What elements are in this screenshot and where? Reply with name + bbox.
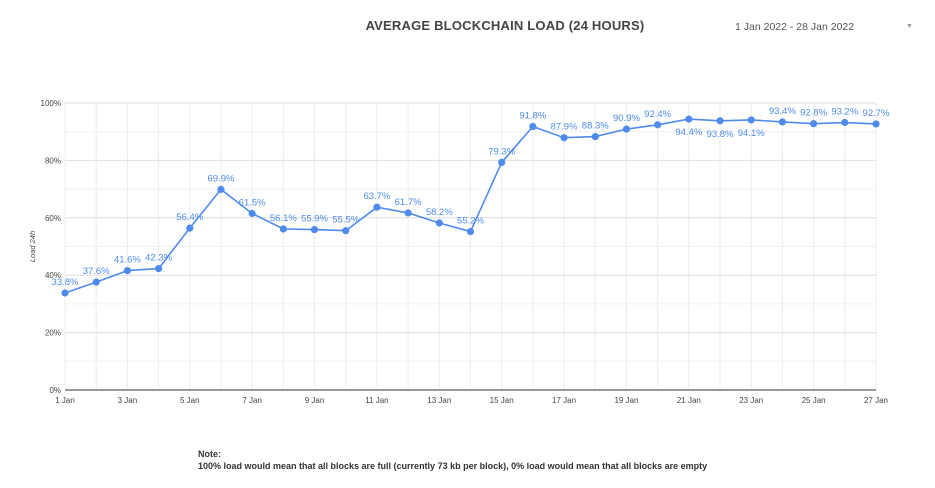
data-label: 41.6% xyxy=(114,255,141,266)
data-point xyxy=(872,120,880,128)
y-tick-label: 60% xyxy=(45,214,61,223)
x-tick-label: 15 Jan xyxy=(490,396,514,405)
data-label: 42.3% xyxy=(145,253,172,264)
data-point xyxy=(279,225,287,233)
data-point xyxy=(435,219,443,227)
data-point xyxy=(61,289,69,297)
chart-grid xyxy=(64,102,877,391)
data-point xyxy=(217,185,225,193)
data-label: 93.4% xyxy=(769,106,796,117)
line-chart: 0% 20% 40% 60% 80% 100% 1 Jan 3 Jan 5 Jan 7 Jan 9 … xyxy=(28,99,890,405)
data-label: 55.9% xyxy=(301,214,328,225)
data-point xyxy=(123,267,131,275)
data-point xyxy=(591,132,599,141)
x-tick-label: 13 Jan xyxy=(427,396,451,405)
y-tick-label: 20% xyxy=(45,329,61,338)
x-tick-label: 3 Jan xyxy=(118,396,138,405)
data-label: 37.6% xyxy=(83,266,110,277)
note-heading: Note: xyxy=(198,449,221,459)
chart-series xyxy=(61,115,880,297)
data-label: 58.2% xyxy=(426,207,453,218)
x-tick-label: 27 Jan xyxy=(864,396,888,405)
y-tick-label: 80% xyxy=(45,156,61,165)
y-tick-label: 0% xyxy=(49,386,61,395)
data-point xyxy=(466,227,475,236)
data-point xyxy=(404,209,412,217)
data-label: 90.9% xyxy=(613,113,640,124)
x-tick-label: 1 Jan xyxy=(55,396,75,405)
data-label: 87.9% xyxy=(551,122,578,133)
x-tick-label: 9 Jan xyxy=(305,396,325,405)
data-point xyxy=(92,278,100,286)
data-label: 55.2% xyxy=(457,216,484,227)
x-tick-label: 11 Jan xyxy=(365,396,388,405)
data-label: 56.1% xyxy=(270,213,297,224)
data-label: 91.8% xyxy=(519,111,546,122)
x-tick-label: 19 Jan xyxy=(614,396,638,405)
x-tick-label: 23 Jan xyxy=(739,396,763,405)
y-tick-label: 100% xyxy=(41,99,61,108)
data-point xyxy=(529,122,537,131)
y-tick-label: 40% xyxy=(45,271,61,280)
data-label: 79.3% xyxy=(488,146,515,157)
y-axis-label: Load 24h xyxy=(28,231,37,262)
data-point xyxy=(373,203,381,211)
data-point xyxy=(622,125,631,133)
chevron-down-icon[interactable]: ▼ xyxy=(906,23,913,30)
chart-title: AVERAGE BLOCKCHAIN LOAD (24 HOURS) xyxy=(365,18,645,33)
data-label: 93.2% xyxy=(831,107,858,118)
data-label: 33.8% xyxy=(52,277,79,288)
data-point xyxy=(747,116,755,124)
data-point xyxy=(778,118,787,126)
x-tick-label: 5 Jan xyxy=(180,396,200,405)
data-point xyxy=(716,117,724,125)
x-tick-label: 25 Jan xyxy=(802,396,826,405)
data-label: 61.5% xyxy=(239,197,266,208)
data-point xyxy=(841,118,849,127)
data-point xyxy=(498,158,506,167)
data-label: 61.7% xyxy=(395,197,422,208)
data-label: 93.8% xyxy=(707,129,734,140)
data-point xyxy=(654,121,662,129)
chart-data-labels: 33.8% 37.6% 41.6% 42.3% 56.4% 69.9% 61.5% 56.1%… xyxy=(52,106,890,288)
data-label: 94.4% xyxy=(675,127,702,138)
date-range-selector[interactable]: 1 Jan 2022 - 28 Jan 2022 xyxy=(735,21,855,33)
data-label: 63.7% xyxy=(363,191,390,202)
data-point xyxy=(186,224,194,232)
note-text: 100% load would mean that all blocks are… xyxy=(198,461,708,471)
data-label: 69.9% xyxy=(207,173,234,184)
data-point xyxy=(685,115,693,123)
data-label: 55.5% xyxy=(332,215,359,226)
data-point xyxy=(248,209,256,218)
x-tick-label: 7 Jan xyxy=(242,396,262,405)
data-label: 56.4% xyxy=(176,212,203,223)
chart-axes: 0% 20% 40% 60% 80% 100% 1 Jan 3 Jan 5 Jan 7 Jan 9 … xyxy=(28,99,888,405)
data-point xyxy=(310,225,319,234)
data-label: 92.7% xyxy=(863,108,890,119)
x-tick-label: 17 Jan xyxy=(552,396,576,405)
data-point xyxy=(154,264,163,273)
data-label: 92.8% xyxy=(800,108,827,119)
x-tick-label: 21 Jan xyxy=(677,396,701,405)
data-label: 92.4% xyxy=(644,109,671,120)
data-point xyxy=(560,134,568,142)
data-point xyxy=(810,120,818,128)
chart-note: Note: 100% load would mean that all bloc… xyxy=(198,448,707,472)
data-point xyxy=(342,227,350,235)
data-label: 94.1% xyxy=(738,128,765,139)
data-label: 88.3% xyxy=(582,121,609,132)
